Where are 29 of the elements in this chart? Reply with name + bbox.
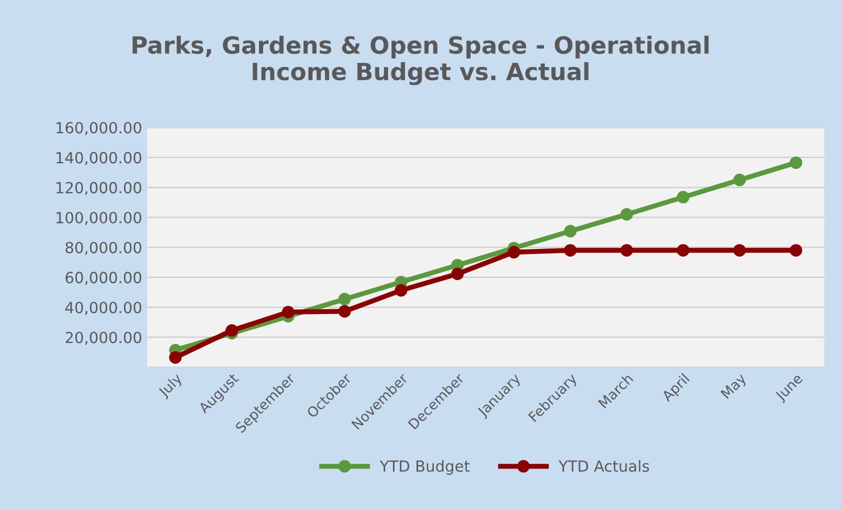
y-tick-label: 80,000.00 (66, 242, 142, 255)
point (508, 246, 520, 258)
point (564, 244, 577, 257)
y-tick-label: 120,000.00 (56, 182, 142, 196)
y-tick-label: 140,000.00 (56, 152, 142, 166)
point (282, 306, 294, 318)
y-tick-label: 100,000.00 (56, 212, 142, 225)
point (620, 208, 633, 221)
point (338, 292, 351, 306)
point (338, 305, 351, 318)
point (564, 224, 577, 238)
point (733, 244, 746, 257)
point (451, 268, 464, 280)
point (394, 284, 408, 297)
point (169, 351, 182, 364)
point (790, 244, 802, 257)
chart-title: Parks, Gardens & Open Space - Operational Income Budget vs. Actual (132, 36, 709, 86)
legend-label: YTD Budget (380, 460, 470, 475)
point (620, 244, 633, 257)
legend-label: YTD Actuals (558, 460, 649, 472)
y-tick-label: 20,000.00 (66, 332, 142, 345)
point (676, 190, 690, 204)
point (733, 174, 746, 186)
point (676, 244, 690, 257)
y-tick-label: 60,000.00 (66, 272, 142, 285)
point (226, 324, 238, 337)
y-tick-label: 160,000.00 (56, 122, 142, 136)
y-tick-label: 40,000.00 (65, 302, 142, 315)
point (790, 156, 802, 169)
